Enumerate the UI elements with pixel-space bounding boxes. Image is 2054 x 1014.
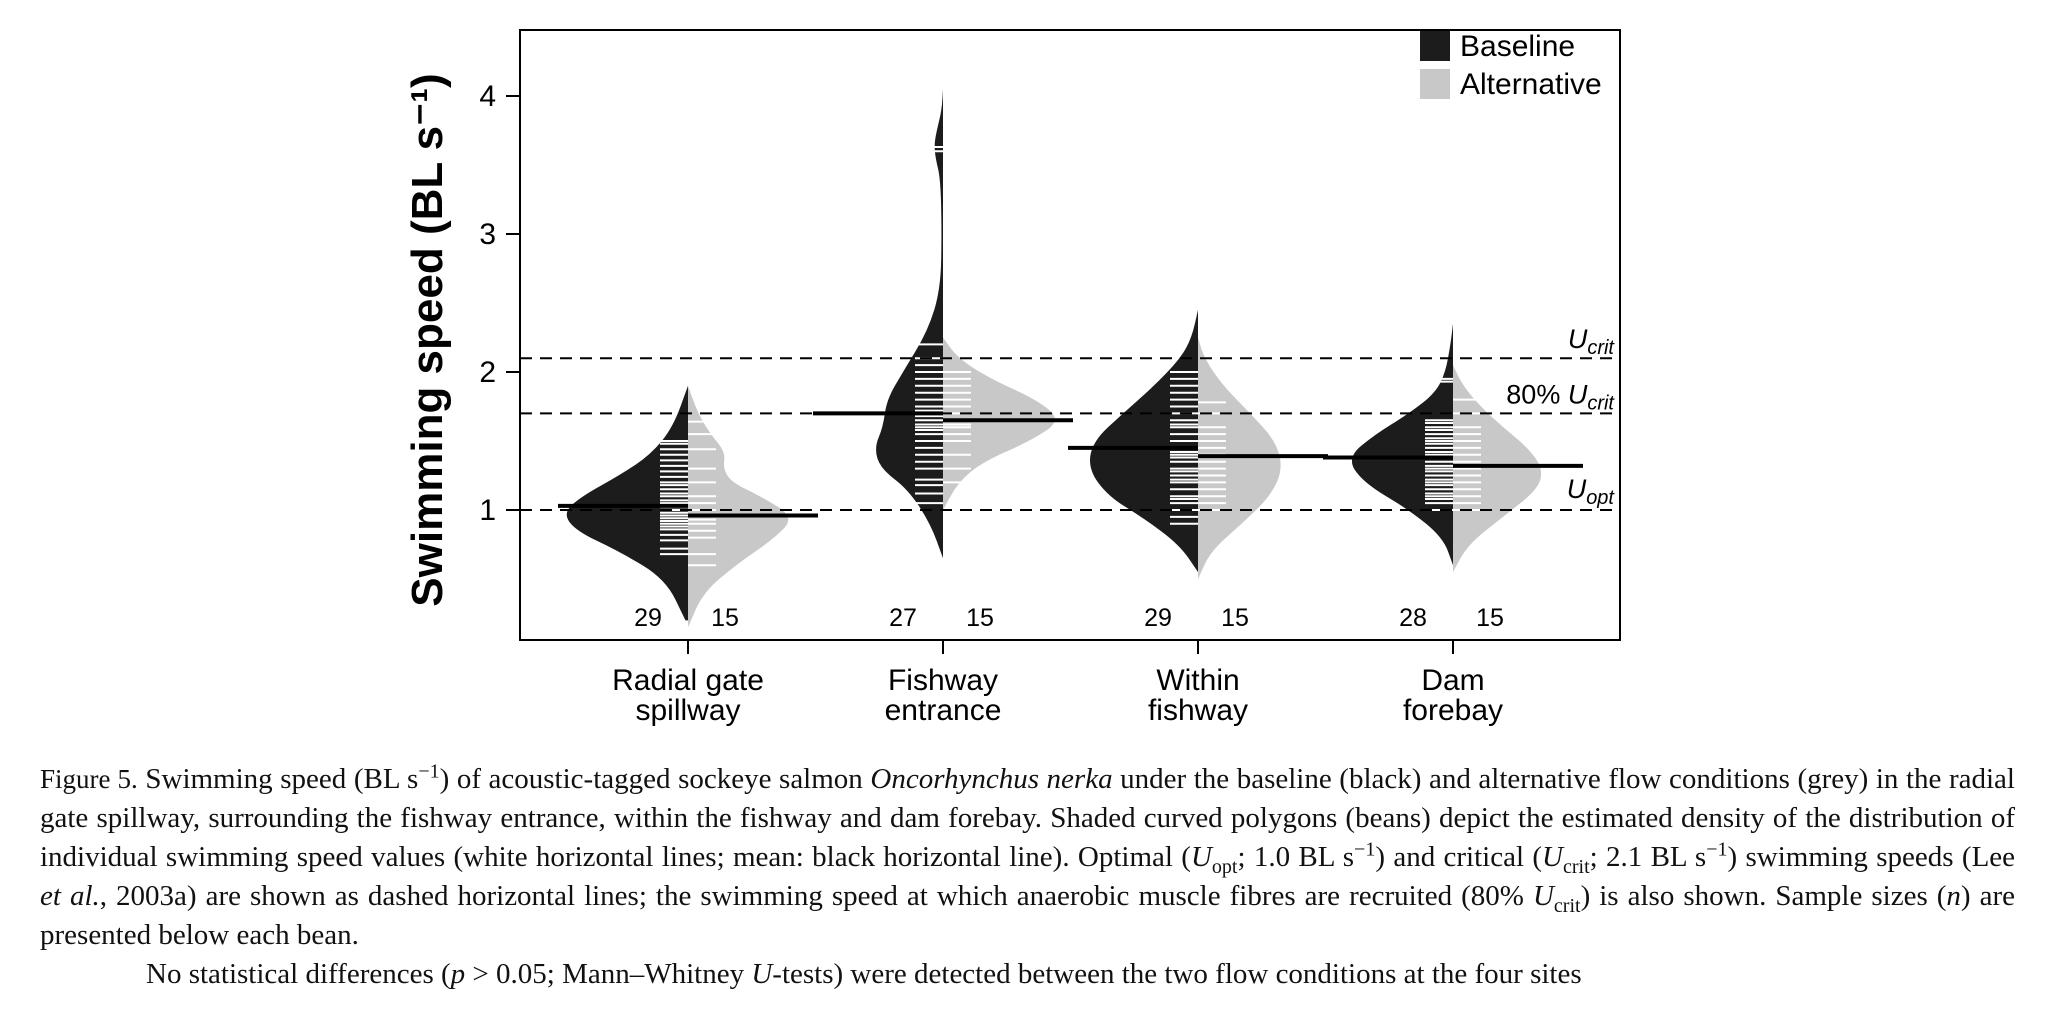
alternative-n-label: 15: [711, 604, 739, 632]
baseline-bean: [1351, 323, 1453, 566]
y-tick-label: 2: [479, 356, 496, 389]
baseline-n-label: 28: [1399, 604, 1427, 632]
legend-label: Baseline: [1460, 30, 1575, 63]
alternative-n-label: 15: [1476, 604, 1504, 632]
baseline-n-label: 29: [634, 604, 662, 632]
x-category-label: Fishway: [888, 664, 998, 697]
y-axis-label: Swimming speed (BL s⁻¹): [403, 73, 452, 606]
plot-area: 1 2 3 4 Swimming speed (BL s⁻¹) Radial gatesp…: [403, 29, 1621, 727]
reference-line-label: Uopt: [1567, 474, 1616, 509]
alternative-bean: [688, 385, 789, 628]
x-category-label: fishway: [1148, 694, 1248, 727]
x-category-label: forebay: [1403, 694, 1503, 727]
x-category-label: Dam: [1421, 664, 1484, 697]
legend-swatch: [1420, 31, 1450, 61]
caption-last-line: No statistical differences (p > 0.05; Ma…: [146, 958, 1582, 990]
alternative-n-label: 15: [966, 604, 994, 632]
plot-frame: [519, 29, 1621, 641]
x-category-label: Within: [1156, 664, 1239, 697]
reference-line-label: 80% Ucrit: [1506, 379, 1615, 414]
x-category-label: entrance: [885, 694, 1002, 727]
y-tick-label: 4: [479, 80, 496, 113]
y-tick-label: 1: [479, 494, 496, 527]
figure-caption: Figure 5. Swimming speed (BL s−1) of aco…: [40, 760, 2015, 994]
baseline-bean: [566, 385, 688, 621]
alternative-bean: [1453, 365, 1542, 573]
legend-swatch: [1420, 69, 1450, 99]
baseline-bean: [1090, 309, 1198, 573]
caption-text: Figure 5. Swimming speed (BL s−1) of aco…: [40, 760, 2016, 951]
reference-line-label: Ucrit: [1568, 324, 1616, 359]
legend-label: Alternative: [1460, 68, 1602, 101]
caption-figure-label: Figure 5.: [40, 764, 138, 794]
baseline-n-label: 27: [889, 604, 917, 632]
alternative-bean: [943, 337, 1055, 510]
alternative-n-label: 15: [1221, 604, 1249, 632]
x-category-label: Radial gate: [612, 664, 764, 697]
x-category-label: spillway: [635, 694, 740, 727]
alternative-bean: [1198, 337, 1281, 579]
baseline-bean: [876, 89, 943, 559]
y-tick-label: 3: [479, 218, 496, 251]
violin-chart: 1 2 3 4 Swimming speed (BL s⁻¹) Radial gatesp…: [403, 29, 1621, 727]
baseline-n-label: 29: [1144, 604, 1172, 632]
